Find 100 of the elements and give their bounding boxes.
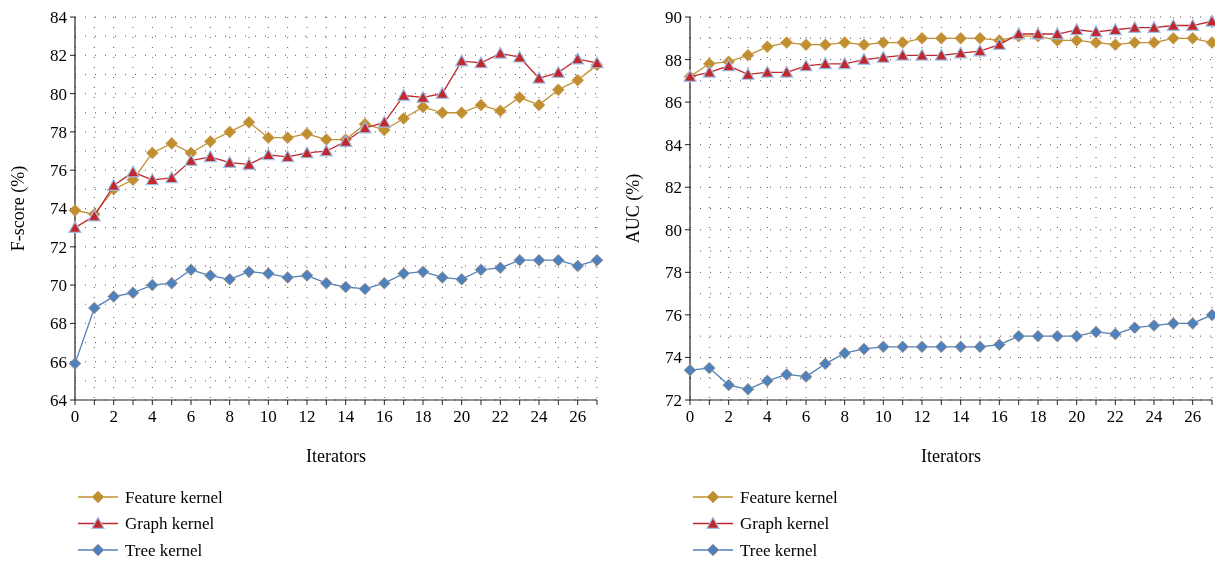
- point: [1070, 329, 1083, 343]
- y-tick-label: 86: [665, 93, 682, 113]
- point: [358, 282, 372, 296]
- point: [935, 340, 948, 354]
- point: [552, 83, 565, 97]
- point: [818, 57, 832, 70]
- point: [1050, 27, 1064, 40]
- point: [513, 50, 527, 63]
- y-tick-label: 64: [50, 390, 68, 410]
- point: [300, 269, 314, 282]
- point: [435, 87, 449, 99]
- point: [300, 127, 314, 141]
- point: [107, 290, 120, 303]
- point: [571, 52, 585, 65]
- point: [474, 98, 488, 112]
- point: [1108, 23, 1122, 36]
- point: [281, 271, 294, 284]
- y-tick-label: 84: [665, 135, 683, 155]
- x-tick-label: 16: [990, 407, 1008, 426]
- point: [416, 90, 430, 103]
- point: [877, 340, 890, 354]
- point: [416, 265, 430, 278]
- x-tick-label: 8: [840, 407, 849, 426]
- point: [838, 346, 851, 360]
- point: [68, 204, 82, 217]
- point: [915, 340, 929, 354]
- x-tick-label: 26: [569, 407, 587, 426]
- point: [1128, 36, 1141, 49]
- point: [223, 125, 236, 139]
- point: [223, 273, 236, 286]
- legend-label: Tree kernel: [125, 540, 203, 560]
- point: [838, 36, 851, 49]
- point: [590, 253, 604, 267]
- x-axis-title: Iterators: [921, 446, 981, 466]
- point: [494, 261, 507, 275]
- x-tick-label: 0: [70, 407, 80, 426]
- point: [1070, 34, 1083, 47]
- point: [761, 374, 774, 388]
- x-tick-label: 16: [375, 407, 393, 426]
- point: [436, 106, 449, 120]
- point: [722, 59, 736, 72]
- point: [973, 340, 987, 354]
- y-tick-label: 72: [665, 390, 682, 410]
- point: [1166, 18, 1180, 31]
- point: [165, 137, 178, 150]
- legend-label: Feature kernel: [740, 487, 838, 507]
- legend-label: Graph kernel: [740, 514, 830, 534]
- point: [1031, 329, 1045, 343]
- point: [683, 363, 697, 377]
- y-tick-label: 74: [665, 348, 683, 368]
- point: [339, 280, 352, 294]
- y-tick-label: 90: [665, 7, 682, 27]
- x-axis-title: Iterators: [306, 446, 366, 466]
- point: [1147, 21, 1161, 34]
- point: [203, 150, 217, 163]
- point: [761, 40, 774, 54]
- x-tick-label: 20: [453, 407, 471, 426]
- point: [702, 65, 716, 78]
- y-axis-title: AUC (%): [623, 173, 644, 244]
- point: [780, 368, 793, 381]
- y-tick-label: 88: [665, 50, 682, 70]
- point: [973, 31, 987, 45]
- point: [146, 278, 159, 292]
- x-tick-label: 0: [685, 407, 695, 426]
- point: [436, 271, 449, 284]
- point: [1167, 31, 1180, 45]
- point: [513, 253, 526, 267]
- y-tick-label: 76: [665, 305, 682, 325]
- point: [1109, 327, 1122, 341]
- point: [877, 36, 890, 49]
- legend-label: Tree kernel: [740, 540, 818, 560]
- point: [377, 115, 391, 128]
- point: [319, 144, 333, 157]
- point: [165, 171, 179, 184]
- point: [532, 98, 546, 112]
- point: [838, 57, 852, 70]
- point: [184, 263, 198, 277]
- point: [281, 131, 294, 144]
- point: [455, 273, 468, 286]
- y-tick-label: 74: [50, 199, 68, 219]
- x-tick-label: 22: [1106, 407, 1124, 426]
- point: [571, 259, 584, 273]
- point: [992, 38, 1006, 51]
- point: [204, 135, 217, 148]
- point: [934, 48, 948, 61]
- point: [571, 73, 584, 87]
- point: [741, 67, 755, 80]
- point: [1186, 317, 1199, 330]
- point: [184, 154, 198, 167]
- x-tick-label: 12: [298, 407, 316, 426]
- point: [1070, 23, 1084, 36]
- point: [819, 38, 832, 51]
- legend-label: Feature kernel: [125, 487, 223, 507]
- point: [819, 357, 832, 371]
- point: [242, 265, 256, 278]
- point: [532, 71, 546, 84]
- x-tick-label: 6: [801, 407, 811, 426]
- point: [1167, 317, 1180, 330]
- point: [165, 276, 178, 290]
- point: [780, 65, 794, 78]
